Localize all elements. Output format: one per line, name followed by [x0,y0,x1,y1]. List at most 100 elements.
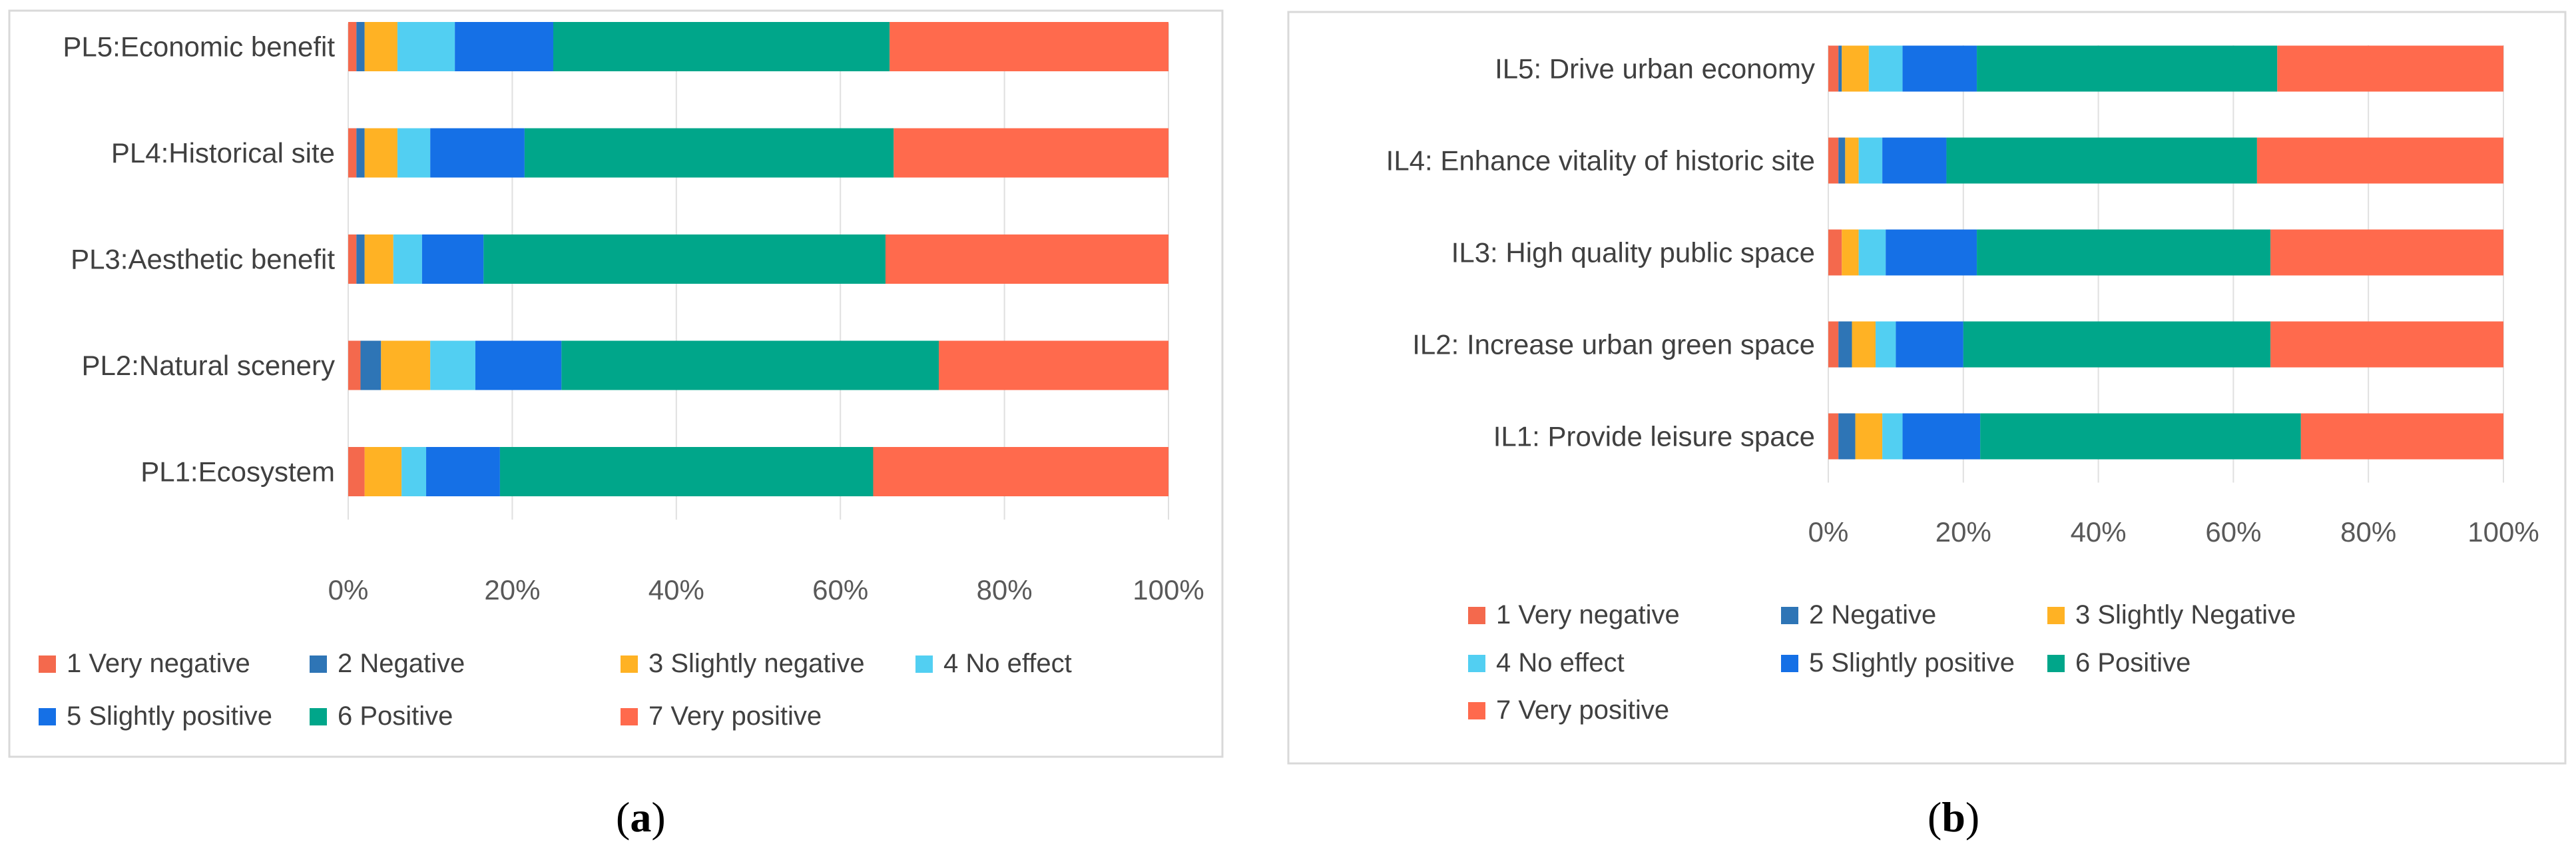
legend-label: 1 Very negative [67,649,250,678]
legend-swatch [915,655,933,673]
bar-segment-a-r5-s5 [426,447,500,496]
legend-label: 5 Slightly positive [67,701,272,731]
bar-segment-a-r1-s2 [356,22,365,71]
bar-segment-a-r1-s5 [455,22,553,71]
legend: 1 Very negative 2 Negative 3 Slightly nega… [39,649,1072,731]
x-tick-label: 0% [328,574,369,606]
bar-segment-a-r4-s1 [348,340,361,390]
x-tick-label: 100% [1133,574,1204,606]
category-label: PL1:Ecosystem [140,456,335,488]
bar-segment-b-r2-s6 [1946,137,2257,184]
bar-segment-b-r3-s1 [1828,229,1842,276]
bar-segment-b-r3-s3 [1842,229,1859,276]
category-label: PL5:Economic benefit [63,31,335,63]
legend-label: 4 No effect [943,649,1072,678]
bar-segment-a-r2-s4 [397,128,431,178]
x-tick-label: 80% [977,574,1033,606]
bar-segment-a-r1-s3 [364,22,397,71]
bar-segment-b-r2-s2 [1838,137,1846,184]
bar-segment-b-r3-s6 [1977,229,2271,276]
legend-label: 3 Slightly Negative [2075,600,2296,630]
bar-segment-a-r3-s3 [364,234,393,284]
bar-segment-b-r4-s7 [2270,321,2503,368]
category-label: PL2:Natural scenery [81,350,335,381]
bar-segment-a-r1-s1 [348,22,357,71]
category-label: PL4:Historical site [111,137,335,169]
category-label: IL2: Increase urban green space [1412,329,1815,360]
panel-label: (b) [1928,793,1979,841]
legend-swatch [1468,702,1485,719]
bar-segment-b-r2-s7 [2256,137,2503,184]
category-label: IL1: Provide leisure space [1493,421,1815,452]
legend-swatch [39,708,56,725]
bar-segment-b-r1-s3 [1842,45,1869,92]
bar-segment-a-r5-s1 [348,447,365,496]
bar-segment-b-r3-s5 [1886,229,1977,276]
legend-swatch [1781,655,1798,672]
bar-segment-a-r3-s6 [483,234,886,284]
bar-segment-b-r2-s4 [1858,137,1883,184]
bar-segment-a-r4-s2 [360,340,382,390]
x-tick-label: 40% [2071,516,2127,548]
bar-segment-b-r4-s3 [1852,321,1876,368]
x-tick-label: 40% [648,574,704,606]
bar-segment-a-r3-s5 [421,234,484,284]
bar-segment-b-r5-s1 [1828,413,1839,460]
bar-segment-b-r1-s4 [1868,45,1903,92]
legend-label: 7 Very positive [1496,695,1669,725]
x-tick-label: 60% [812,574,868,606]
legend-label: 6 Positive [338,701,453,731]
bar-segment-a-r2-s3 [364,128,397,178]
legend-label: 1 Very negative [1496,600,1680,630]
bar-segment-b-r1-s7 [2277,45,2503,92]
bar-segment-a-r2-s2 [356,128,365,178]
legend-label: 3 Slightly negative [648,649,865,678]
legend-swatch [621,655,638,673]
legend-label: 7 Very positive [648,701,822,731]
bar-segment-b-r3-s7 [2270,229,2503,276]
bar-segment-b-r1-s1 [1828,45,1839,92]
bar-segment-b-r2-s3 [1845,137,1859,184]
bar-segment-a-r2-s1 [348,128,357,178]
legend-swatch [1468,607,1485,624]
bar-segment-a-r2-s6 [524,128,894,178]
bar-segment-b-r5-s3 [1855,413,1883,460]
x-tick-label: 80% [2340,516,2396,548]
bar-segment-a-r4-s7 [939,340,1168,390]
bar-segment-b-r3-s4 [1858,229,1886,276]
bar-segment-a-r3-s2 [356,234,365,284]
bar-segment-b-r4-s2 [1838,321,1852,368]
x-tick-label: 100% [2467,516,2539,548]
legend-label: 4 No effect [1496,648,1625,677]
category-label: IL5: Drive urban economy [1495,53,1815,85]
bar-segment-a-r1-s4 [397,22,455,71]
bar-segment-a-r1-s6 [553,22,890,71]
category-label: IL3: High quality public space [1451,237,1815,268]
bar-segment-b-r4-s5 [1896,321,1963,368]
category-label: IL4: Enhance vitality of historic site [1386,145,1815,177]
bar-segment-a-r3-s4 [393,234,422,284]
legend-swatch [2047,607,2065,624]
panel-label: (a) [616,793,666,841]
legend-label: 2 Negative [1809,600,1936,630]
bar-segment-b-r1-s2 [1838,45,1842,92]
bar-segment-a-r1-s7 [890,22,1168,71]
legend-label: 2 Negative [338,649,465,678]
bar-segment-a-r3-s1 [348,234,357,284]
bar-segment-a-r2-s7 [894,128,1168,178]
legend-swatch [310,708,327,725]
category-label: PL3:Aesthetic benefit [71,244,335,275]
bar-segment-b-r5-s5 [1902,413,1981,460]
bar-segment-b-r4-s1 [1828,321,1839,368]
legend-swatch [1781,607,1798,624]
bar-segment-a-r4-s4 [430,340,475,390]
bar-segment-a-r5-s6 [499,447,874,496]
x-tick-label: 0% [1808,516,1849,548]
chart-panel-b: IL5: Drive urban economy IL4: Enhance vit… [1287,11,2567,841]
x-tick-label: 20% [1935,516,1991,548]
bar-segment-a-r4-s3 [381,340,431,390]
bar-segment-a-r5-s4 [401,447,427,496]
legend-swatch [39,655,56,673]
legend: 1 Very negative 2 Negative 3 Slightly Nega… [1468,600,2296,725]
